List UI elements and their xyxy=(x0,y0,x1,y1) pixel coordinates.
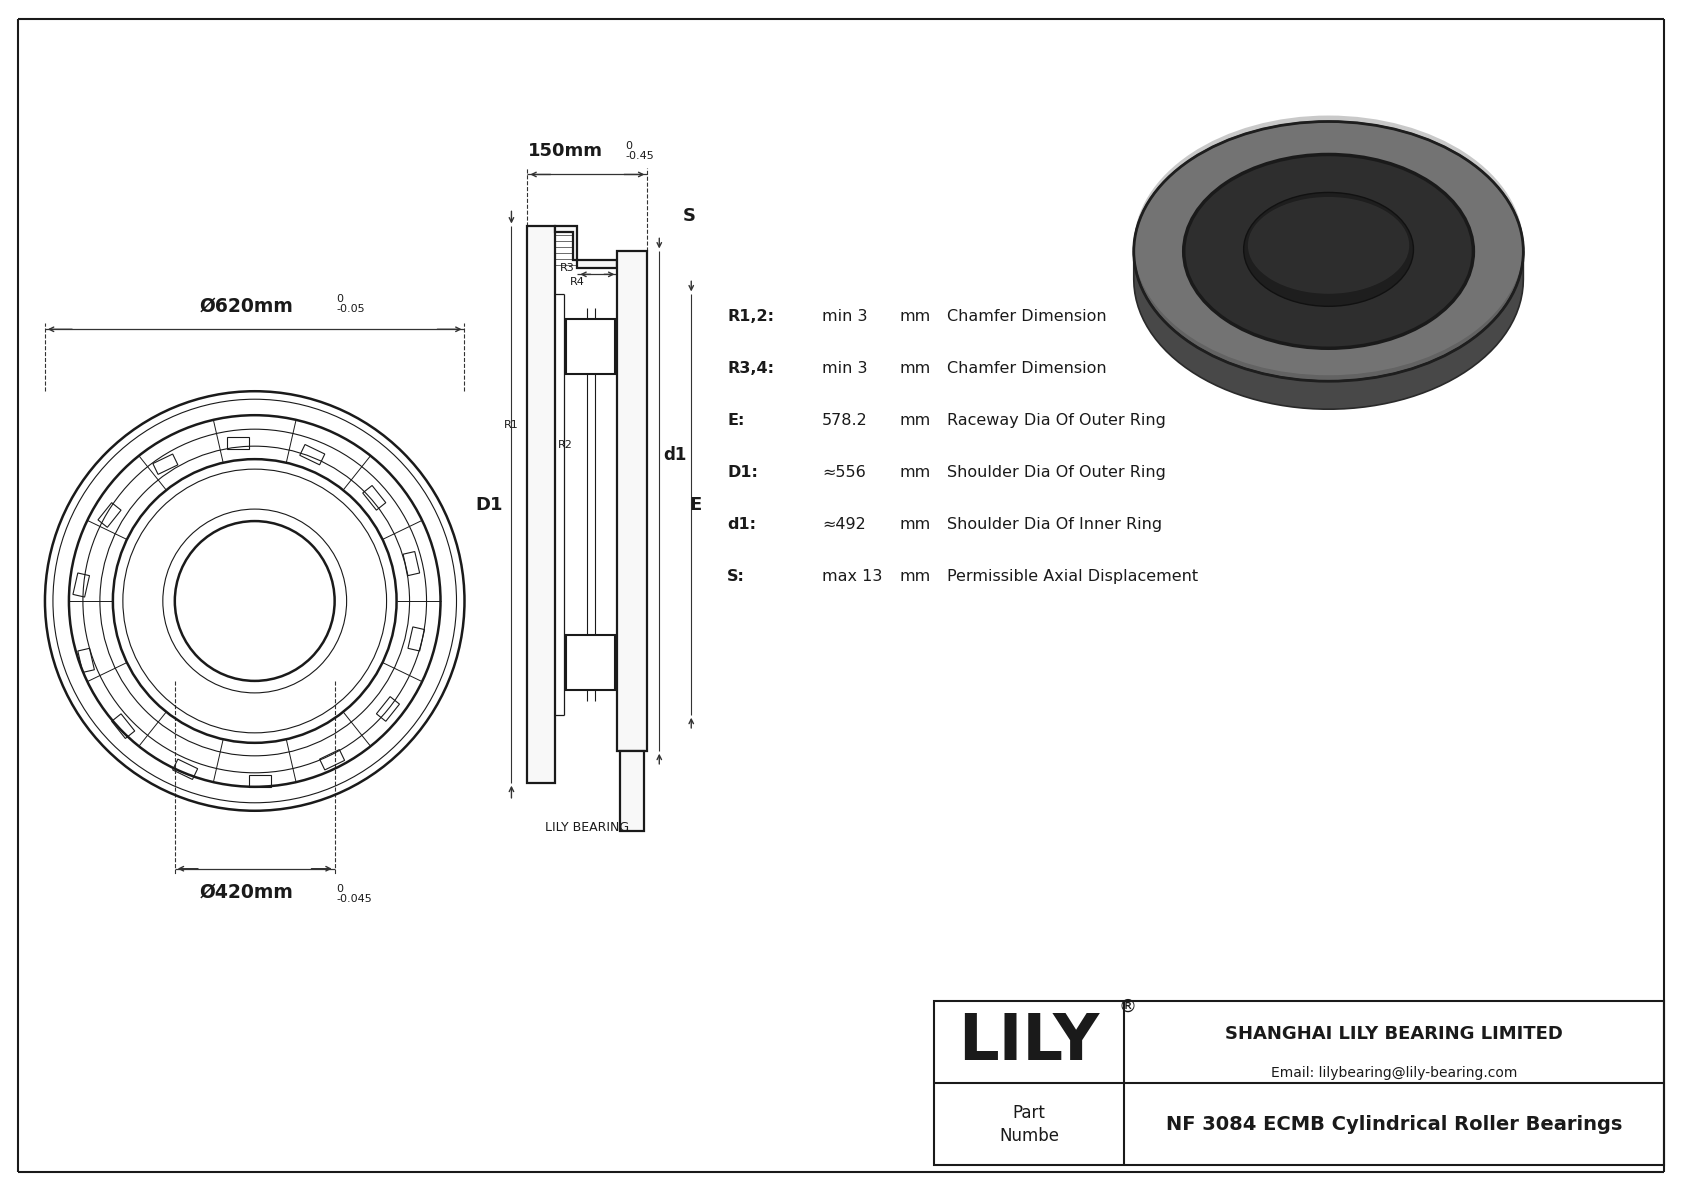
Text: D1:: D1: xyxy=(727,464,758,480)
Text: Shoulder Dia Of Outer Ring: Shoulder Dia Of Outer Ring xyxy=(946,464,1165,480)
Text: ≈556: ≈556 xyxy=(822,464,866,480)
Text: R1: R1 xyxy=(504,419,519,430)
Text: mm: mm xyxy=(899,568,930,584)
Ellipse shape xyxy=(1133,116,1524,375)
Text: NF 3084 ECMB Cylindrical Roller Bearings: NF 3084 ECMB Cylindrical Roller Bearings xyxy=(1165,1115,1622,1134)
Bar xyxy=(408,626,424,651)
Bar xyxy=(566,319,615,374)
Bar xyxy=(320,749,345,769)
Text: SHANGHAI LILY BEARING LIMITED: SHANGHAI LILY BEARING LIMITED xyxy=(1224,1024,1563,1042)
Text: d1: d1 xyxy=(663,445,687,463)
Bar xyxy=(173,759,197,779)
Text: Ø420mm: Ø420mm xyxy=(200,883,293,902)
Text: ®: ® xyxy=(1118,998,1137,1016)
Text: mm: mm xyxy=(899,361,930,375)
Bar xyxy=(566,636,615,691)
Ellipse shape xyxy=(1244,193,1413,306)
Text: -0.05: -0.05 xyxy=(337,305,365,314)
Ellipse shape xyxy=(1184,155,1474,348)
Text: S:: S: xyxy=(727,568,744,584)
Text: R4: R4 xyxy=(569,278,584,287)
Bar xyxy=(77,648,94,673)
Text: Ø620mm: Ø620mm xyxy=(200,297,293,316)
Bar xyxy=(620,750,645,831)
Text: 578.2: 578.2 xyxy=(822,413,867,428)
Bar xyxy=(227,437,249,449)
Text: D1: D1 xyxy=(475,495,504,513)
Bar xyxy=(72,573,89,597)
Text: Email: lilybearing@lily-bearing.com: Email: lilybearing@lily-bearing.com xyxy=(1271,1066,1517,1080)
Text: 0: 0 xyxy=(337,884,344,893)
Text: Permissible Axial Displacement: Permissible Axial Displacement xyxy=(946,568,1197,584)
Text: Chamfer Dimension: Chamfer Dimension xyxy=(946,361,1106,375)
Text: -0.45: -0.45 xyxy=(625,151,653,162)
Text: Chamfer Dimension: Chamfer Dimension xyxy=(946,308,1106,324)
Bar xyxy=(618,251,647,750)
Text: 150mm: 150mm xyxy=(527,143,603,161)
Text: R3: R3 xyxy=(559,263,574,274)
Text: min 3: min 3 xyxy=(822,361,867,375)
Text: ≈492: ≈492 xyxy=(822,517,866,531)
Bar xyxy=(249,775,271,787)
Text: max 13: max 13 xyxy=(822,568,882,584)
Text: LILY BEARING: LILY BEARING xyxy=(546,822,630,834)
Text: E: E xyxy=(689,495,701,513)
Text: mm: mm xyxy=(899,464,930,480)
Bar xyxy=(98,503,121,528)
Text: mm: mm xyxy=(899,413,930,428)
Text: 0: 0 xyxy=(625,142,632,151)
Bar xyxy=(300,444,325,464)
Text: R2: R2 xyxy=(557,439,573,450)
Bar xyxy=(111,713,135,738)
Bar xyxy=(362,486,386,510)
Bar xyxy=(935,1000,1664,1165)
Bar xyxy=(377,697,399,722)
Polygon shape xyxy=(1133,251,1524,410)
Text: R3,4:: R3,4: xyxy=(727,361,775,375)
Text: Shoulder Dia Of Inner Ring: Shoulder Dia Of Inner Ring xyxy=(946,517,1162,531)
Polygon shape xyxy=(556,226,618,268)
Bar xyxy=(527,226,556,782)
Bar xyxy=(153,454,179,474)
Text: d1:: d1: xyxy=(727,517,756,531)
Text: R1,2:: R1,2: xyxy=(727,308,775,324)
Text: LILY: LILY xyxy=(958,1011,1100,1073)
Bar xyxy=(402,551,419,575)
Ellipse shape xyxy=(1133,121,1524,381)
Text: Raceway Dia Of Outer Ring: Raceway Dia Of Outer Ring xyxy=(946,413,1165,428)
Text: S: S xyxy=(682,207,695,225)
Text: E:: E: xyxy=(727,413,744,428)
Text: min 3: min 3 xyxy=(822,308,867,324)
Text: -0.045: -0.045 xyxy=(337,893,372,904)
Text: 0: 0 xyxy=(337,294,344,305)
Text: mm: mm xyxy=(899,308,930,324)
Text: Part
Numbe: Part Numbe xyxy=(999,1104,1059,1146)
Text: mm: mm xyxy=(899,517,930,531)
Ellipse shape xyxy=(1248,197,1410,294)
